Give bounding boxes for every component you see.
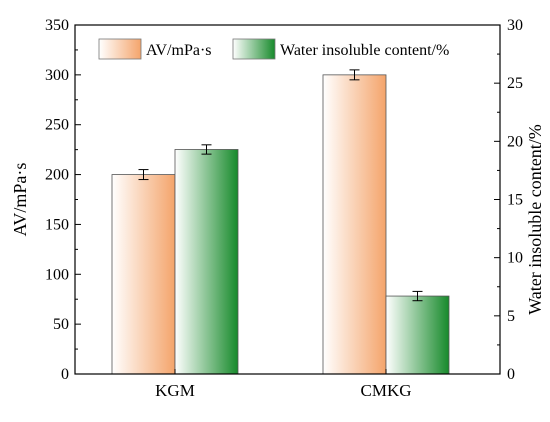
- error-bar-kgm-series-2: [201, 144, 212, 155]
- bar-cmkg-series-1: [322, 74, 387, 375]
- y-right-tick-label: 5: [507, 308, 515, 325]
- y-tick-label: 350: [45, 17, 69, 34]
- y-right-tick-label: 0: [507, 366, 515, 383]
- error-bar-cmkg-series-1: [349, 69, 360, 81]
- legend-label-1: AV/mPa·s: [146, 42, 212, 59]
- y-right-tick-label: 25: [507, 75, 523, 92]
- y-tick-label: 300: [45, 67, 69, 84]
- y-tick-label: 100: [45, 266, 69, 283]
- error-bar-cmkg-series-2: [412, 290, 423, 302]
- error-bar-kgm-series-1: [138, 169, 149, 181]
- left-axis: 0 50 100 150 200 250 300 350: [45, 17, 81, 383]
- bars-layer: [111, 74, 450, 375]
- y-right-tick-label: 30: [507, 17, 523, 34]
- y-tick-label: 150: [45, 216, 69, 233]
- y-right-tick-label: 10: [507, 250, 523, 267]
- y-tick-label: 200: [45, 167, 69, 184]
- legend-swatch-2: [232, 38, 276, 60]
- y-right-tick-label: 15: [507, 192, 523, 209]
- error-bars-layer: [138, 69, 423, 302]
- y-axis-label-left: AV/mPa·s: [10, 163, 30, 237]
- bar-kgm-series-2: [174, 149, 239, 375]
- legend: AV/mPa·s Water insoluble content/%: [98, 38, 449, 60]
- x-tick-label: CMKG: [360, 381, 411, 400]
- y-axis-label-right: Water insoluble content/%: [525, 124, 545, 315]
- y-tick-label: 50: [53, 316, 69, 333]
- x-tick-label: KGM: [155, 381, 195, 400]
- y-tick-label: 0: [61, 366, 69, 383]
- bar-kgm-series-1: [111, 174, 176, 375]
- right-axis: 0 5 10 15 20 25 30: [494, 17, 523, 383]
- legend-label-2: Water insoluble content/%: [280, 42, 449, 59]
- bar-cmkg-series-2: [385, 295, 450, 375]
- y-right-tick-label: 20: [507, 133, 523, 150]
- legend-swatch-1: [98, 38, 142, 60]
- y-tick-label: 250: [45, 117, 69, 134]
- x-axis: KGM CMKG: [155, 369, 412, 400]
